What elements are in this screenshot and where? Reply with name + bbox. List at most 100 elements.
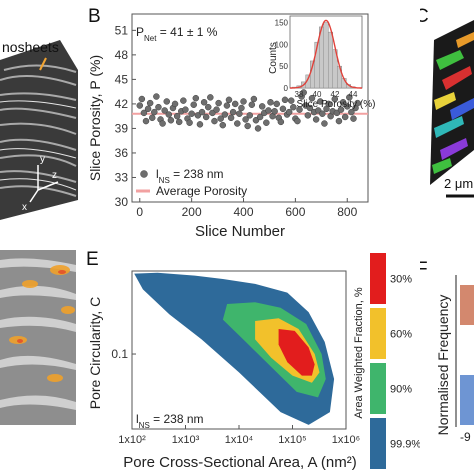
data-point xyxy=(271,108,278,115)
data-point xyxy=(335,117,343,125)
legend-rest: = 238 nm xyxy=(170,167,224,181)
data-point xyxy=(248,101,256,108)
data-point xyxy=(354,99,361,107)
colorbar-level-label: 30% xyxy=(390,274,412,286)
data-point xyxy=(300,89,307,96)
x-tick-label: 1x10² xyxy=(118,434,146,446)
panel-c-micrograph: C 2 μm xyxy=(420,0,474,225)
inset-bar xyxy=(323,22,329,89)
data-point xyxy=(167,117,175,124)
colorbar-swatch xyxy=(370,308,386,359)
data-point xyxy=(319,110,326,117)
panel-a-label: nosheets xyxy=(2,39,59,55)
inset-x-tick-label: 38 xyxy=(295,90,304,99)
colorbar-label: Area Weighted Fraction, % xyxy=(353,287,365,418)
data-point xyxy=(246,112,253,119)
data-point xyxy=(254,125,262,132)
data-point xyxy=(236,110,243,117)
annotation-sub: Net xyxy=(144,34,157,43)
data-point xyxy=(263,119,270,126)
data-point xyxy=(281,96,289,104)
data-point xyxy=(350,115,357,122)
panel-f-ylabel: Normalised Frequency xyxy=(435,295,451,436)
data-point xyxy=(219,121,227,129)
data-point xyxy=(217,115,224,122)
svg-text:x: x xyxy=(22,202,27,213)
data-point xyxy=(207,94,214,101)
data-point xyxy=(188,110,195,117)
data-point xyxy=(331,95,339,103)
data-point xyxy=(153,93,160,100)
inset-y-tick-label: 50 xyxy=(279,62,288,71)
y-tick-label: 33 xyxy=(115,170,129,184)
legend-label-average: Average Porosity xyxy=(156,184,247,198)
data-point xyxy=(346,94,353,101)
data-point xyxy=(306,104,314,112)
y-tick-label: 30 xyxy=(115,195,129,209)
data-point xyxy=(223,102,231,109)
panel-d-micrograph xyxy=(0,250,80,430)
e-annotation-rest: = 238 nm xyxy=(150,412,204,426)
inset-y-tick-label: 0 xyxy=(284,84,289,93)
data-point xyxy=(294,117,301,125)
y-tick-label: 0.1 xyxy=(111,347,128,361)
panel-e-letter: E xyxy=(86,249,99,270)
data-point xyxy=(159,120,166,127)
y-tick-label: 42 xyxy=(115,97,129,111)
panel-e-ylabel: Pore Circularity, C xyxy=(87,297,103,410)
y-tick-label: 51 xyxy=(115,23,129,37)
data-point xyxy=(290,103,297,111)
data-point xyxy=(317,98,324,105)
panel-b-xlabel: Slice Number xyxy=(195,223,285,240)
data-point xyxy=(308,94,316,102)
data-point xyxy=(325,100,332,108)
x-tick-label: 0 xyxy=(136,205,143,219)
data-point xyxy=(180,97,187,104)
data-point xyxy=(273,100,280,108)
e-annotation-l: l xyxy=(136,412,139,426)
data-point xyxy=(200,99,208,106)
x-tick-label: 800 xyxy=(337,205,357,219)
data-point xyxy=(202,113,210,121)
x-tick-label: 1x10³ xyxy=(172,434,200,446)
y-tick-label: 36 xyxy=(115,146,129,160)
legend-l: l xyxy=(156,167,159,181)
data-point xyxy=(312,116,320,123)
panel-e-xlabel: Pore Cross-Sectional Area, A (nm²) xyxy=(123,454,356,471)
data-point xyxy=(231,100,239,108)
data-point xyxy=(165,111,173,118)
data-point xyxy=(211,117,218,125)
colorbar-swatch xyxy=(370,363,386,414)
data-point xyxy=(221,111,229,118)
data-point xyxy=(304,112,312,119)
data-point xyxy=(163,98,171,105)
panel-f-tick: -9 xyxy=(460,430,471,444)
x-tick-label: 400 xyxy=(234,205,254,219)
data-point xyxy=(138,95,146,103)
panel-c-scalebar: 2 μm xyxy=(444,176,473,191)
data-point xyxy=(287,97,295,104)
circularity-area-chart: E 1x10² 1x10³ 1x10⁴ 1x10⁵ 1x10⁶ 0.1 Pore Circ… xyxy=(86,249,420,471)
x-tick-label: 1x10⁵ xyxy=(278,434,306,446)
data-point xyxy=(136,102,144,109)
panel-b-letter: B xyxy=(88,6,101,27)
annotation-p: P xyxy=(136,25,144,39)
x-tick-label: 1x10⁴ xyxy=(225,434,254,446)
data-point xyxy=(258,103,266,110)
data-point xyxy=(229,108,237,116)
data-point xyxy=(234,120,241,127)
svg-text:z: z xyxy=(52,170,57,181)
inset-x-tick-label: 42 xyxy=(331,90,340,99)
x-tick-label: 200 xyxy=(182,205,202,219)
panel-a-micrograph: nosheets y z x xyxy=(0,0,80,225)
inset-y-tick-label: 100 xyxy=(275,40,289,49)
data-point xyxy=(321,120,328,127)
colorbar-level-label: 60% xyxy=(390,329,412,341)
svg-text:y: y xyxy=(40,154,45,165)
data-point xyxy=(250,95,258,103)
y-tick-label: 39 xyxy=(115,121,129,135)
data-point xyxy=(337,106,345,113)
data-point xyxy=(215,99,222,107)
e-annotation-sub: NS xyxy=(139,421,150,430)
data-point xyxy=(204,103,212,111)
